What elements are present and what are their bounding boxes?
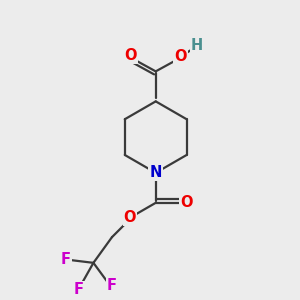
Text: F: F: [74, 283, 84, 298]
Text: F: F: [107, 278, 117, 292]
Text: O: O: [180, 195, 193, 210]
Text: O: O: [124, 210, 136, 225]
Text: O: O: [124, 48, 137, 63]
Text: H: H: [191, 38, 203, 53]
Text: O: O: [174, 49, 187, 64]
Text: F: F: [61, 253, 71, 268]
Text: N: N: [149, 165, 162, 180]
